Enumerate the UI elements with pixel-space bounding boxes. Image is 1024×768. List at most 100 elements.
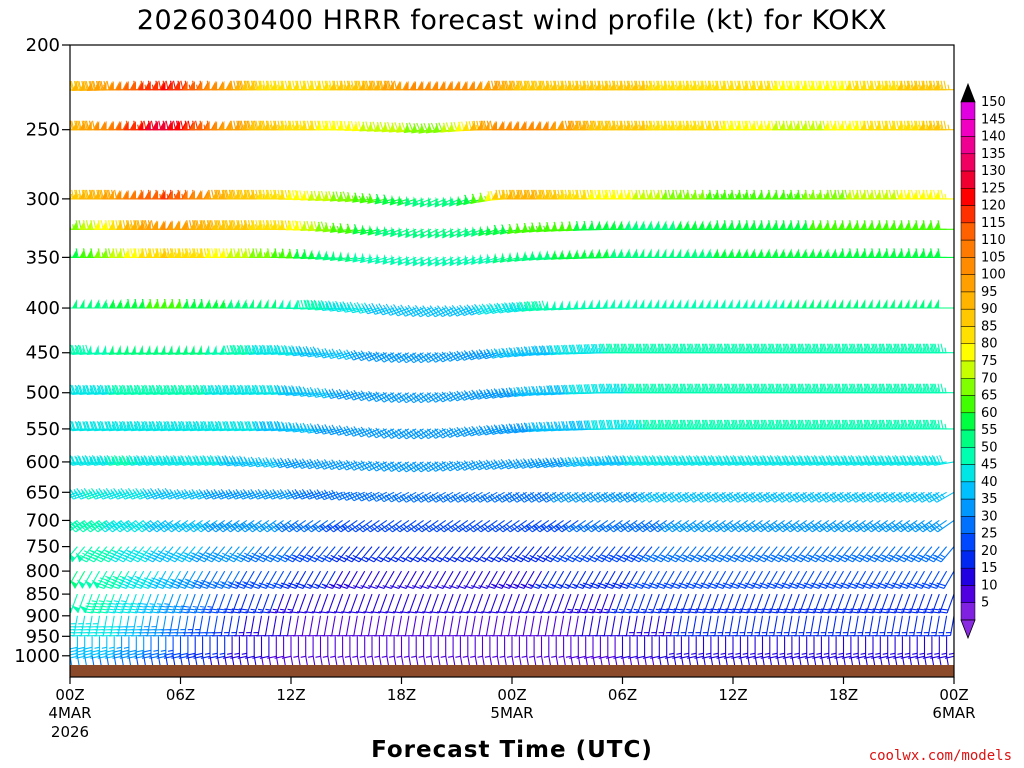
wind-barb	[299, 546, 321, 563]
colorbar-band	[960, 395, 976, 414]
wind-barb	[115, 546, 137, 563]
wind-barb	[651, 343, 675, 354]
wind-barb	[122, 546, 145, 563]
wind-barb	[703, 343, 726, 354]
wind-barb	[623, 546, 646, 563]
wind-barb	[564, 546, 587, 563]
wind-barb	[433, 636, 439, 658]
wind-barb	[778, 546, 800, 563]
wind-barb	[380, 546, 402, 563]
colorbar-tick-label: 90	[981, 302, 998, 317]
wind-barb	[185, 489, 211, 500]
colorbar-band	[960, 360, 976, 379]
wind-barb	[521, 636, 528, 658]
colorbar-band	[960, 533, 976, 552]
colorbar-tick-label: 105	[981, 250, 1006, 265]
y-axis: 200 250 300 350 400 450 500 550 600 650 700 750 8008…	[14, 35, 70, 667]
x-axis-label: Forecast Time (UTC)	[371, 737, 653, 763]
wind-barb	[498, 546, 520, 563]
wind-barb	[492, 636, 498, 658]
x-tick-label: 00Z	[497, 686, 526, 704]
x-tick-date: 6MAR	[932, 704, 975, 722]
wind-barb	[120, 384, 144, 395]
colorbar-tick-label: 110	[981, 233, 1006, 248]
wind-barbs-layer	[70, 80, 954, 667]
wind-barb	[499, 636, 506, 658]
colorbar-band	[960, 188, 976, 206]
colorbar-band	[960, 481, 976, 500]
wind-barb	[296, 458, 321, 469]
wind-barb	[931, 343, 954, 354]
wind-barb	[377, 303, 402, 316]
wind-barb	[92, 546, 115, 563]
y-tick-label: 200	[26, 35, 60, 56]
x-tick-label: 06Z	[166, 686, 195, 704]
wind-barb	[137, 546, 159, 563]
wind-barb	[542, 546, 565, 563]
colorbar-band	[960, 170, 976, 189]
y-tick-label: 550	[26, 419, 60, 440]
y-tick-label: 850	[26, 584, 60, 605]
wind-barb	[78, 546, 100, 563]
wind-barb	[70, 636, 71, 659]
x-tick-label: 12Z	[718, 686, 747, 704]
y-tick-label: 350	[26, 247, 60, 268]
wind-barb	[490, 546, 513, 563]
wind-barb	[514, 636, 520, 658]
wind-barb	[866, 546, 889, 563]
wind-barb	[252, 489, 277, 500]
y-tick-label: 500	[26, 383, 60, 404]
wind-barb	[420, 255, 439, 267]
wind-barb	[517, 301, 542, 312]
wind-barb	[725, 383, 748, 394]
wind-barb	[159, 546, 181, 563]
colorbar-band	[960, 153, 976, 172]
wind-barb	[763, 546, 786, 563]
wind-barb	[337, 636, 344, 658]
wind-barb	[232, 546, 255, 563]
wind-barb	[528, 636, 535, 658]
wind-barb	[359, 636, 366, 658]
wind-barb	[888, 546, 911, 563]
wind-barb	[431, 546, 454, 563]
wind-barb	[358, 546, 380, 563]
wind-barb	[277, 546, 299, 563]
wind-barb	[534, 546, 557, 563]
wind-barb	[322, 636, 329, 658]
wind-barb	[446, 546, 469, 563]
wind-barb	[352, 636, 358, 658]
wind-barb	[330, 636, 336, 658]
wind-barb	[851, 546, 874, 563]
wind-barb	[336, 546, 358, 563]
wind-barb	[229, 489, 255, 500]
wind-barb	[747, 343, 770, 354]
x-tick-label: 18Z	[829, 686, 858, 704]
colorbar-tick-label: 95	[981, 285, 998, 300]
colorbar-band	[960, 308, 976, 327]
wind-barb	[910, 546, 933, 563]
wind-barb	[844, 546, 867, 563]
wind-barb	[932, 546, 954, 563]
wind-barb	[800, 546, 822, 563]
wind-barb	[476, 546, 498, 563]
colorbar-tick-label: 75	[981, 354, 998, 369]
wind-barb	[586, 546, 609, 563]
colorbar-tick-label: 135	[981, 147, 1006, 162]
colorbar-tick-label: 45	[981, 458, 998, 473]
wind-barb	[658, 383, 682, 394]
wind-barb	[711, 546, 734, 563]
colorbar-band	[960, 447, 976, 465]
wind-barb	[674, 546, 697, 563]
y-tick-label: 800	[26, 561, 60, 582]
wind-barb	[697, 546, 719, 563]
wind-barb	[405, 227, 424, 239]
wind-barb	[520, 546, 542, 563]
x-tick-label: 06Z	[608, 686, 637, 704]
y-tick-label: 450	[26, 343, 60, 364]
wind-barb	[347, 349, 373, 361]
wind-barb	[97, 487, 122, 500]
colorbar-tick-label: 70	[981, 371, 998, 386]
wind-barb	[208, 384, 233, 395]
wind-barb	[579, 546, 601, 563]
colorbar-tick-label: 10	[981, 578, 998, 593]
